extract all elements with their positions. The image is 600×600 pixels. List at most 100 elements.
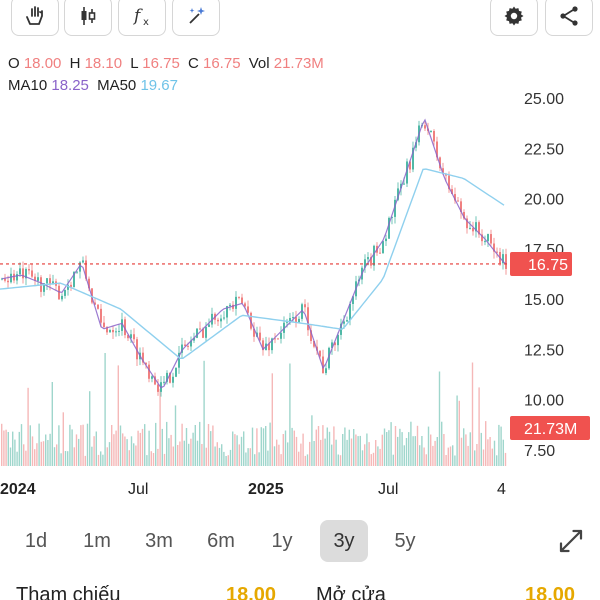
ma10-label: MA10 (8, 77, 48, 94)
volume-bar (238, 444, 240, 466)
volume-bar (166, 421, 168, 466)
volume-bar (388, 430, 390, 466)
volume-bar (306, 454, 309, 466)
candle (265, 336, 267, 351)
volume-bar (9, 447, 12, 466)
volume-bar (386, 432, 388, 466)
volume-bar (410, 421, 412, 466)
volume-bar (183, 440, 185, 466)
candle (82, 256, 84, 264)
open-price-value: 18.00 (525, 584, 576, 600)
range-1d-button[interactable]: 1d (24, 529, 48, 552)
volume-bar (100, 451, 102, 466)
range-5y-button[interactable]: 5y (394, 529, 416, 552)
volume-bar (135, 445, 137, 466)
candle (97, 304, 99, 310)
volume-bar (5, 429, 7, 466)
volume-bar (337, 454, 339, 466)
ma50-line (0, 168, 505, 359)
candle (235, 291, 237, 316)
chart-toolbar: f x (0, 0, 600, 40)
y-tick-label: 20.00 (524, 192, 564, 209)
volume-bar (218, 447, 221, 466)
svg-text:x: x (143, 17, 149, 28)
volume-bar (416, 425, 419, 466)
expand-icon[interactable] (556, 526, 586, 556)
open-price-label: Mở cửa (316, 584, 386, 600)
indicator-magic-button[interactable] (172, 0, 220, 36)
candlestick-button[interactable] (64, 0, 112, 36)
range-3y-button[interactable]: 3y (320, 520, 368, 562)
volume-bar (372, 452, 375, 466)
candle (334, 342, 336, 351)
volume-bar (412, 436, 414, 466)
volume-bar (188, 443, 190, 466)
candle (61, 293, 63, 302)
volume-bar (405, 438, 408, 466)
settings-button[interactable] (490, 0, 538, 36)
volume-bar (335, 439, 337, 466)
volume-bar (375, 440, 377, 466)
candle (133, 328, 135, 344)
volume-bar (267, 450, 269, 466)
function-button[interactable]: f x (118, 0, 166, 36)
candle (424, 121, 426, 132)
candle (94, 297, 96, 305)
candle (67, 279, 69, 296)
volume-bar (430, 434, 432, 466)
volume-bar (381, 434, 383, 466)
candle (307, 302, 309, 336)
range-1y-button[interactable]: 1y (271, 529, 293, 552)
volume-bar (485, 421, 487, 466)
volume-bar (324, 438, 326, 466)
volume-bar (392, 454, 394, 466)
volume-bar (108, 442, 111, 466)
reference-value: 18.00 (226, 584, 277, 600)
volume-bar (113, 434, 115, 466)
volume-bar (458, 400, 460, 466)
candle (481, 229, 483, 246)
volume-bar (25, 450, 27, 466)
candle (76, 271, 78, 274)
volume-bar (71, 429, 73, 466)
volume-bar (78, 438, 80, 466)
x-tick-label: 2025 (248, 481, 284, 498)
share-button[interactable] (545, 0, 593, 36)
svg-text:f: f (132, 6, 143, 26)
candle (487, 233, 489, 248)
price-chart[interactable]: 25.0022.5020.0017.5015.0012.5010.007.501… (0, 0, 600, 510)
candle (364, 254, 366, 273)
candle (502, 249, 504, 270)
volume-bar (199, 421, 201, 466)
candle (175, 367, 177, 378)
hand-tool-button[interactable] (11, 0, 59, 36)
candle (346, 316, 348, 322)
volume-bar (91, 446, 93, 466)
range-6m-button[interactable]: 6m (207, 529, 235, 552)
volume-bar (95, 431, 97, 466)
open-label: O (8, 55, 20, 72)
high-label: H (69, 55, 81, 72)
volume-bar (40, 441, 42, 466)
volume-bar (449, 446, 452, 466)
volume-bar (232, 431, 234, 466)
volume-bar (31, 436, 34, 466)
volume-bar (328, 431, 331, 466)
low-value: 16.75 (142, 55, 180, 72)
volume-bar (474, 450, 476, 466)
volume-bar (273, 446, 276, 466)
function-icon: f x (132, 6, 149, 28)
volume-bar (51, 382, 53, 466)
range-1m-button[interactable]: 1m (83, 529, 111, 552)
volume-bar (251, 427, 254, 466)
volume-bar (436, 437, 438, 466)
volume-bar (344, 427, 346, 466)
volume-bar (245, 452, 247, 466)
range-3m-button[interactable]: 3m (145, 529, 173, 552)
volume-bar (89, 391, 91, 466)
candle (223, 311, 225, 321)
volume-bar (346, 439, 348, 466)
volume-bar (174, 405, 177, 466)
candle (301, 302, 303, 322)
volume-badge (510, 416, 590, 440)
